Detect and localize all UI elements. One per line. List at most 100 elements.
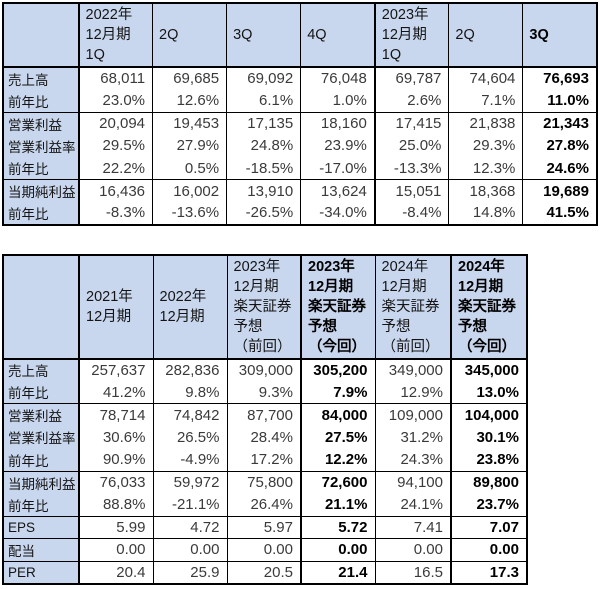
- column-header-line: 3Q: [529, 27, 549, 43]
- column-header-line: 1Q: [381, 47, 402, 63]
- column-header-line: 楽天証券: [308, 298, 366, 315]
- value-cell: 5.97: [226, 515, 301, 539]
- value-cell: 69,092: [226, 66, 301, 90]
- value-cell: 23.9%: [300, 134, 375, 157]
- annual-forecast-table: 2021年 12月期 2022年 12月期 2023年 12月期 楽天証券 予想 （前回） 202…: [2, 253, 528, 585]
- value-cell: 20.4: [78, 560, 153, 584]
- value-cell: 12.3%: [448, 157, 523, 180]
- value-cell: 88.8%: [78, 493, 153, 516]
- value-cell: 25.9: [152, 560, 227, 584]
- column-header-line: 2022年: [85, 7, 133, 23]
- column-header: 2024年 12月期 楽天証券 予想 （前回）: [374, 254, 451, 360]
- table-row: 営業利益率 30.6% 26.5% 28.4% 27.5% 31.2% 30.1%: [3, 426, 527, 449]
- row-label: 配当: [3, 538, 79, 561]
- value-cell: 23.7%: [450, 493, 527, 516]
- value-cell: 20,094: [77, 111, 153, 135]
- column-header: 3Q: [226, 3, 301, 68]
- value-cell: 78,714: [78, 403, 153, 426]
- table-row: 当期純利益 76,033 59,972 75,800 72,600 94,100 89,80…: [3, 470, 527, 494]
- column-header-line: 12月期: [381, 27, 427, 43]
- value-cell: 17,415: [373, 111, 449, 135]
- value-cell: 104,000: [450, 403, 527, 426]
- value-cell: 12.2%: [300, 448, 375, 471]
- column-header-line: （今回）: [458, 338, 516, 355]
- table-row: EPS 5.99 4.72 5.97 5.72 7.41 7.07: [3, 515, 527, 539]
- value-cell: 94,100: [374, 470, 451, 494]
- value-cell: 9.3%: [226, 381, 301, 404]
- value-cell: 29.5%: [77, 134, 153, 157]
- table-row: 営業利益率 29.5% 27.9% 24.8% 23.9% 25.0% 29.3% 27.8%: [3, 134, 597, 157]
- value-cell: 30.1%: [450, 426, 527, 449]
- value-cell: -8.3%: [77, 202, 153, 225]
- value-cell: 16,002: [152, 179, 227, 202]
- column-header-line: 2Q: [159, 27, 179, 43]
- column-header-line: 予想: [233, 318, 263, 335]
- value-cell: -8.4%: [373, 202, 449, 225]
- row-label: 前年比: [3, 493, 79, 516]
- column-header-line: 12月期: [458, 278, 504, 295]
- value-cell: 0.00: [78, 538, 153, 561]
- value-cell: -26.5%: [226, 202, 301, 225]
- value-cell: 68,011: [77, 66, 153, 90]
- value-cell: 31.2%: [374, 426, 451, 449]
- value-cell: 309,000: [226, 358, 301, 381]
- value-cell: 12.9%: [374, 381, 451, 404]
- column-header-line: 2Q: [455, 27, 475, 43]
- value-cell: -4.9%: [152, 448, 227, 471]
- table-row: 前年比 22.2% 0.5% -18.5% -17.0% -13.3% 12.3% 24.6%: [3, 157, 597, 180]
- value-cell: 7.41: [374, 515, 451, 539]
- value-cell: 1.0%: [300, 89, 375, 112]
- value-cell: 27.9%: [152, 134, 227, 157]
- value-cell: 0.00: [226, 538, 301, 561]
- column-header-line: 4Q: [307, 27, 327, 43]
- value-cell: 29.3%: [448, 134, 523, 157]
- value-cell: 41.5%: [522, 202, 597, 225]
- table-row: 配当 0.00 0.00 0.00 0.00 0.00 0.00: [3, 538, 527, 561]
- column-header-line: 予想: [458, 318, 487, 335]
- column-header-line: 2024年: [381, 258, 429, 275]
- value-cell: 19,689: [522, 179, 597, 202]
- row-label: 営業利益率: [3, 426, 79, 449]
- row-label: PER: [3, 560, 79, 584]
- value-cell: 15,051: [373, 179, 449, 202]
- value-cell: 28.4%: [226, 426, 301, 449]
- value-cell: 21,838: [448, 111, 523, 135]
- column-header-line: 3Q: [233, 27, 253, 43]
- column-header-line: 12月期: [159, 308, 205, 325]
- value-cell: 75,800: [226, 470, 301, 494]
- value-cell: 24.8%: [226, 134, 301, 157]
- column-header-line: （前回）: [381, 338, 440, 355]
- table-row: 前年比 88.8% -21.1% 26.4% 21.1% 24.1% 23.7%: [3, 493, 527, 516]
- value-cell: 6.1%: [226, 89, 301, 112]
- table-row: 前年比 -8.3% -13.6% -26.5% -34.0% -8.4% 14.8% 41.5…: [3, 202, 597, 225]
- value-cell: 109,000: [374, 403, 451, 426]
- value-cell: 16.5: [374, 560, 451, 584]
- row-label: EPS: [3, 515, 79, 539]
- value-cell: 5.99: [78, 515, 153, 539]
- column-header: 2023年 12月期 楽天証券 予想 （今回）: [300, 254, 375, 360]
- value-cell: 76,033: [78, 470, 153, 494]
- value-cell: 13,910: [226, 179, 301, 202]
- value-cell: 13.0%: [450, 381, 527, 404]
- column-header: 2Q: [152, 3, 227, 68]
- value-cell: 30.6%: [78, 426, 153, 449]
- value-cell: 257,637: [78, 358, 153, 381]
- value-cell: 24.6%: [522, 157, 597, 180]
- value-cell: 305,200: [300, 358, 375, 381]
- value-cell: 21.4: [300, 560, 375, 584]
- table-row: 売上高 68,011 69,685 69,092 76,048 69,787 74,604 7…: [3, 66, 597, 90]
- value-cell: 74,842: [152, 403, 227, 426]
- column-header-line: 1Q: [85, 47, 105, 63]
- value-cell: 41.2%: [78, 381, 153, 404]
- value-cell: 22.2%: [77, 157, 153, 180]
- table-row: 売上高 257,637 282,836 309,000 305,200 349,000 34…: [3, 358, 527, 381]
- value-cell: 24.1%: [374, 493, 451, 516]
- value-cell: 16,436: [77, 179, 153, 202]
- row-label: 前年比: [3, 157, 79, 180]
- row-label: 前年比: [3, 381, 79, 404]
- value-cell: 17.2%: [226, 448, 301, 471]
- row-label: 当期純利益: [3, 179, 79, 202]
- value-cell: 69,787: [373, 66, 449, 90]
- table-row: 営業利益 78,714 74,842 87,700 84,000 109,000 104,0…: [3, 403, 527, 426]
- value-cell: 20.5: [226, 560, 301, 584]
